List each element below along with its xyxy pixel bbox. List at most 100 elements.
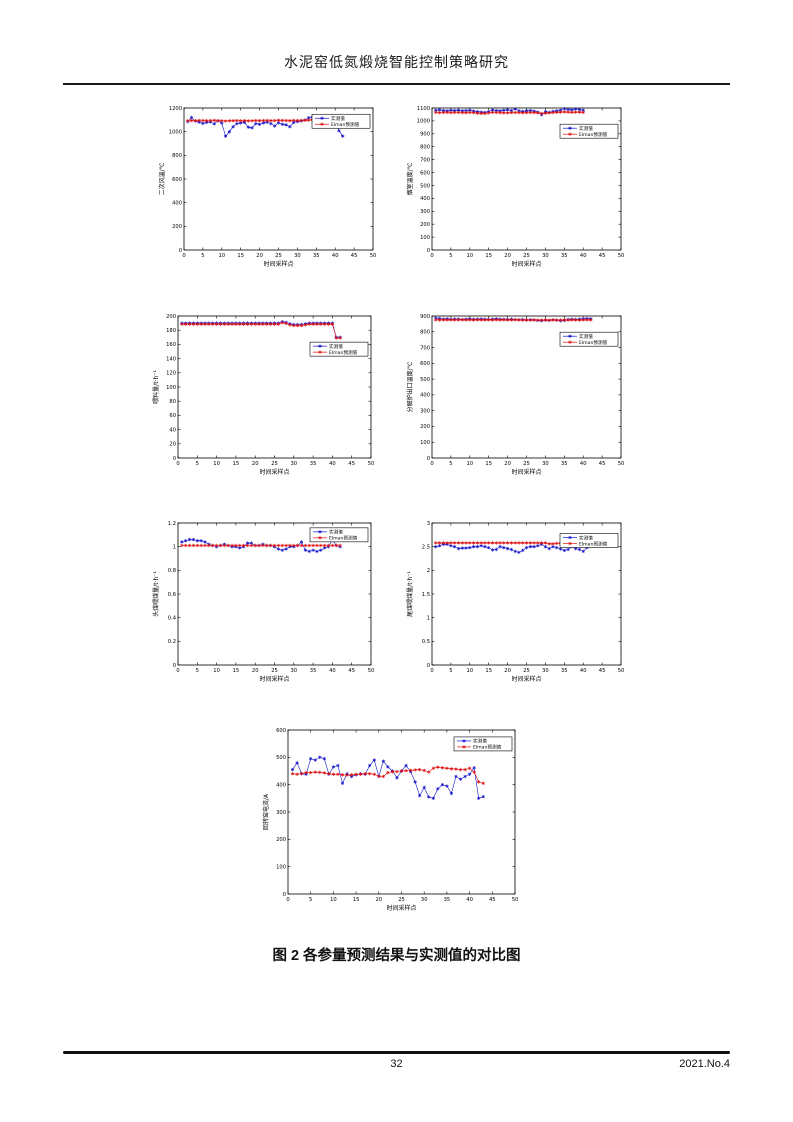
svg-text:300: 300: [420, 408, 430, 414]
svg-text:30: 30: [542, 668, 549, 674]
x-axis-label: 时间采样点: [386, 904, 416, 912]
svg-text:800: 800: [420, 145, 430, 151]
svg-text:35: 35: [561, 668, 568, 674]
svg-text:100: 100: [276, 864, 286, 870]
svg-text:40: 40: [169, 427, 176, 433]
svg-text:25: 25: [271, 668, 278, 674]
y-axis-label: 分解炉出口温度/℃: [406, 361, 414, 412]
svg-text:1000: 1000: [169, 129, 182, 135]
svg-text:45: 45: [599, 253, 606, 259]
svg-text:50: 50: [618, 461, 625, 467]
x-axis-label: 时间采样点: [259, 468, 289, 476]
svg-text:20: 20: [504, 461, 511, 467]
svg-text:1200: 1200: [169, 106, 182, 112]
chart-svg: 00.511.522.530 5 10 15 20 25 30 35 40 45 50时间采样点尾煤…: [406, 521, 624, 683]
svg-text:35: 35: [561, 253, 568, 259]
svg-text:35: 35: [313, 253, 320, 259]
legend-label: 实测值: [579, 125, 593, 132]
svg-text:600: 600: [172, 177, 182, 183]
svg-text:0.8: 0.8: [168, 568, 176, 574]
x-axis-label: 时间采样点: [511, 675, 541, 683]
svg-text:40: 40: [329, 461, 336, 467]
svg-text:1100: 1100: [417, 106, 430, 112]
svg-text:5: 5: [309, 897, 312, 903]
svg-text:35: 35: [310, 461, 317, 467]
svg-text:40: 40: [332, 253, 339, 259]
y-axis-label: 喂料量/t·h⁻¹: [152, 370, 160, 404]
x-axis-label: 时间采样点: [259, 675, 289, 683]
svg-text:400: 400: [172, 200, 182, 206]
svg-text:45: 45: [348, 668, 355, 674]
svg-text:15: 15: [237, 253, 244, 259]
y-axis-label: 烟室温度/℃: [406, 162, 414, 195]
svg-text:0: 0: [286, 897, 289, 903]
svg-text:1.2: 1.2: [168, 521, 176, 527]
svg-text:50: 50: [368, 461, 375, 467]
svg-text:20: 20: [252, 668, 259, 674]
svg-text:0: 0: [179, 248, 182, 254]
svg-text:30: 30: [542, 253, 549, 259]
svg-text:500: 500: [276, 755, 286, 761]
svg-text:50: 50: [370, 253, 377, 259]
svg-text:1000: 1000: [417, 119, 430, 125]
svg-text:20: 20: [256, 253, 263, 259]
svg-text:0: 0: [173, 456, 176, 462]
svg-text:0: 0: [427, 663, 430, 669]
svg-text:0: 0: [427, 248, 430, 254]
svg-text:25: 25: [275, 253, 282, 259]
svg-text:5: 5: [201, 253, 204, 259]
svg-text:10: 10: [330, 897, 337, 903]
footer-rule: [63, 1051, 730, 1054]
chart-feed-rate: 0 20 40 60 80 100 120 140 160 180 200 0 5 10 15 20 25 30 3…: [151, 308, 379, 486]
svg-text:20: 20: [504, 668, 511, 674]
svg-text:35: 35: [310, 668, 317, 674]
svg-text:1: 1: [173, 544, 176, 550]
legend-label: 实测值: [473, 738, 487, 745]
svg-text:0: 0: [176, 461, 179, 467]
svg-text:10: 10: [218, 253, 225, 259]
svg-text:25: 25: [523, 461, 530, 467]
svg-text:35: 35: [444, 897, 451, 903]
svg-text:140: 140: [166, 356, 176, 362]
series-measured: [180, 319, 342, 339]
y-axis-label: 头煤喂煤量/t·h⁻¹: [152, 571, 160, 617]
y-axis-label: 回转窑电流/A: [262, 793, 270, 830]
svg-text:0.4: 0.4: [168, 615, 177, 621]
svg-text:15: 15: [233, 461, 240, 467]
svg-text:30: 30: [294, 253, 301, 259]
svg-text:45: 45: [599, 461, 606, 467]
svg-text:5: 5: [196, 668, 199, 674]
svg-text:25: 25: [271, 461, 278, 467]
svg-text:600: 600: [420, 361, 430, 367]
svg-text:20: 20: [169, 442, 176, 448]
legend-label: 实测值: [329, 343, 343, 350]
svg-text:25: 25: [398, 897, 405, 903]
chart-svg: 0 0.2 0.4 0.6 0.8 1 1.2 0 5 10 15 20 25 30 35 40 45 50 时间采…: [152, 521, 374, 683]
svg-text:10: 10: [466, 668, 473, 674]
svg-text:80: 80: [169, 399, 176, 405]
figure-caption: 图 2 各参量预测结果与实测值的对比图: [272, 948, 521, 964]
chart-smoke-chamber-temperature: 0 100 200 300 400 500 600 700 800 900 1000 1100 0 5 10…: [405, 100, 629, 278]
svg-text:300: 300: [420, 209, 430, 215]
svg-text:0: 0: [427, 456, 430, 462]
svg-text:200: 200: [420, 222, 430, 228]
svg-text:45: 45: [599, 668, 606, 674]
legend-label: 实测值: [579, 534, 593, 541]
svg-text:10: 10: [213, 461, 220, 467]
series-predicted: [180, 543, 342, 548]
series-predicted: [290, 765, 485, 785]
svg-text:800: 800: [420, 330, 430, 336]
svg-text:0: 0: [182, 253, 185, 259]
svg-text:40: 40: [329, 668, 336, 674]
svg-text:15: 15: [353, 897, 360, 903]
svg-text:5: 5: [449, 461, 452, 467]
svg-text:400: 400: [276, 782, 286, 788]
svg-text:120: 120: [166, 371, 176, 377]
chart-rotary-kiln-current: 0 100 200 300 400 500 600 0 5 10 15 20 25 30 35 40 45 50 时…: [261, 722, 523, 922]
svg-text:40: 40: [580, 461, 587, 467]
svg-text:15: 15: [485, 668, 492, 674]
